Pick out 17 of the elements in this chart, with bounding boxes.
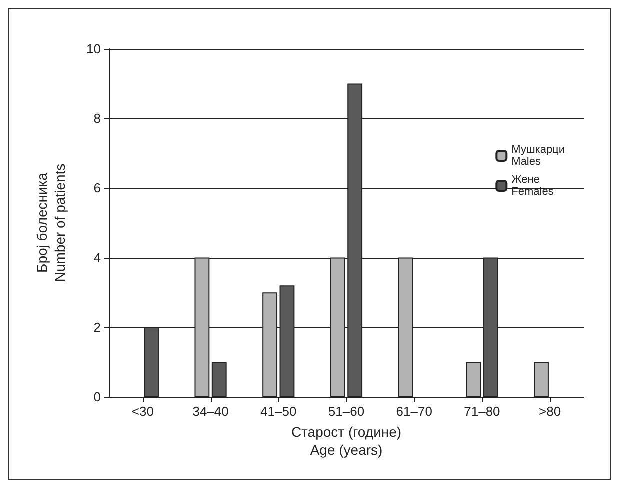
x-axis-title: Старост (године) Age (years) — [291, 424, 402, 458]
x-tick-label: 41–50 — [260, 404, 297, 419]
y-tick-label: 10 — [86, 42, 101, 56]
y-tick-label: 2 — [94, 320, 101, 335]
x-tick-label: 34–40 — [192, 404, 229, 419]
x-tick-label: 71–80 — [464, 404, 500, 419]
y-tick-label: 4 — [94, 250, 101, 266]
x-tick-label: 51–60 — [328, 404, 365, 419]
legend-label: Мушкарци Males — [512, 144, 566, 168]
x-tick-label: 61–70 — [396, 404, 432, 419]
legend-label: Жене Females — [512, 174, 554, 198]
y-axis-title: Број болесника Number of patients — [34, 164, 68, 282]
y-tick-label: 6 — [94, 180, 101, 196]
x-tick-label: <30 — [132, 404, 154, 419]
y-tick-label: 8 — [94, 111, 101, 126]
y-tick-label: 0 — [94, 390, 101, 404]
x-tick-label: >80 — [539, 404, 562, 419]
